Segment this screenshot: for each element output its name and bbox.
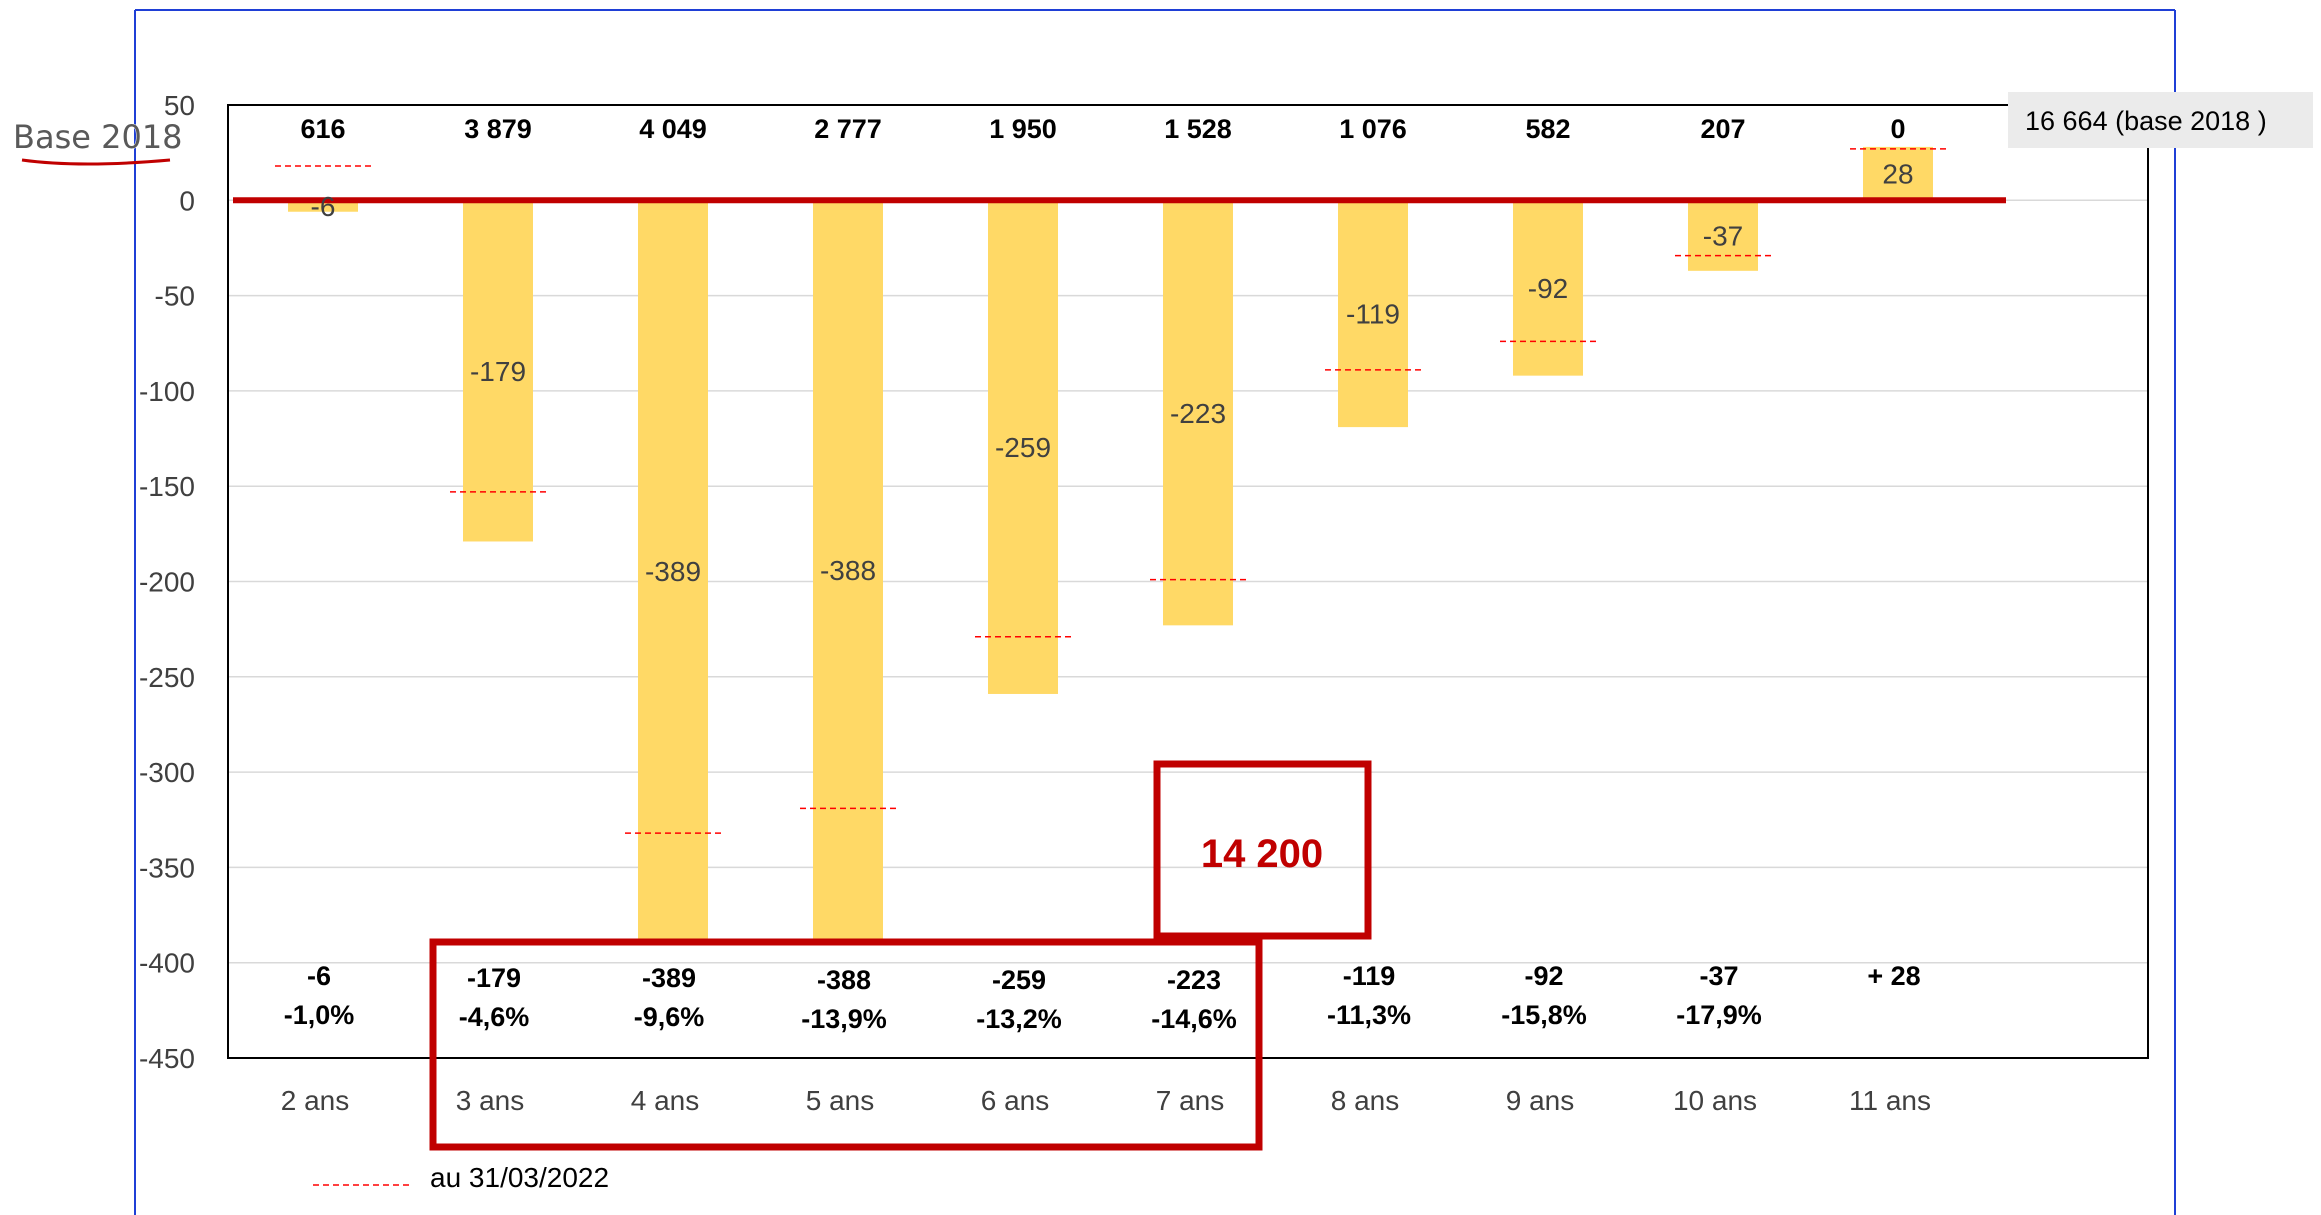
- y-tick-label: -100: [139, 376, 195, 407]
- y-tick-label: 50: [164, 90, 195, 121]
- base-2018-count: 3 879: [464, 114, 532, 144]
- x-tick-label: 7 ans: [1156, 1085, 1225, 1116]
- base-total-note: 16 664 (base 2018 ): [2025, 106, 2267, 136]
- bar: [988, 200, 1058, 694]
- bottom-percent: -14,6%: [1151, 1004, 1237, 1034]
- base-2018-count: 2 777: [814, 114, 882, 144]
- y-tick-label: -350: [139, 852, 195, 883]
- bar-value-labels: -6 -179 -389 -388 -259 -223 -119 -92 -37 28: [311, 159, 1914, 587]
- bar: [1163, 200, 1233, 626]
- bar-value-label: 28: [1882, 159, 1913, 190]
- x-tick-label: 5 ans: [806, 1085, 875, 1116]
- base-total-box: [2008, 92, 2313, 148]
- bottom-percent: -13,9%: [801, 1004, 887, 1034]
- legend-marker-label: au 31/03/2022: [430, 1162, 609, 1193]
- bottom-percent: -15,8%: [1501, 1000, 1587, 1030]
- bottom-percent: -9,6%: [634, 1002, 705, 1032]
- highlight-total: 14 200: [1201, 832, 1323, 876]
- bars: [288, 146, 1933, 942]
- bottom-value: -92: [1524, 961, 1563, 991]
- y-tick-label: -200: [139, 567, 195, 598]
- y-axis-ticks: 50 0 -50 -100 -150 -200 -250 -300 -350 -400 -450: [139, 90, 195, 1074]
- x-tick-label: 3 ans: [456, 1085, 525, 1116]
- bar-value-label: -119: [1346, 299, 1400, 330]
- bar: [463, 200, 533, 542]
- y-tick-label: -300: [139, 757, 195, 788]
- y-tick-label: 0: [179, 185, 195, 216]
- bottom-value: -119: [1343, 961, 1396, 991]
- y-tick-label: -150: [139, 471, 195, 502]
- base-label-underline: [21, 158, 171, 166]
- x-tick-label: 2 ans: [281, 1085, 350, 1116]
- bar: [1863, 146, 1933, 201]
- bottom-percent: -1,0%: [284, 1000, 355, 1030]
- highlight-range-box: [429, 938, 1263, 1151]
- bottom-value: -259: [992, 965, 1046, 995]
- y-tick-label: -450: [139, 1043, 195, 1074]
- bar-value-label: -223: [1170, 398, 1226, 429]
- y-tick-label: -50: [155, 281, 195, 312]
- bottom-value: -388: [817, 965, 871, 995]
- bottom-value: + 28: [1867, 961, 1920, 991]
- bottom-value: -179: [467, 963, 521, 993]
- bottom-value: -6: [307, 961, 331, 991]
- base-2018-count: 616: [300, 114, 345, 144]
- bar: [638, 200, 708, 942]
- base-2018-count: 1 528: [1164, 114, 1232, 144]
- x-axis-ticks: 2 ans 3 ans 4 ans 5 ans 6 ans 7 ans 8 ans 9 ans…: [281, 1085, 1931, 1116]
- bar: [1338, 200, 1408, 428]
- bottom-percent: -13,2%: [976, 1004, 1062, 1034]
- base-2018-count: 1 076: [1339, 114, 1407, 144]
- x-tick-label: 4 ans: [631, 1085, 700, 1116]
- markers: [275, 148, 1946, 834]
- bottom-value-labels: -6 -1,0% -179 -4,6% -389 -9,6% -388 -13,9% -259 -…: [284, 961, 1921, 1034]
- base-2018-count: 582: [1525, 114, 1570, 144]
- bottom-value: -389: [642, 963, 696, 993]
- bottom-percent: -17,9%: [1676, 1000, 1762, 1030]
- y-tick-label: -400: [139, 948, 195, 979]
- highlight-total-box: [1153, 760, 1372, 940]
- bar: [1688, 200, 1758, 271]
- bar-value-label: -259: [995, 432, 1051, 463]
- base-2018-count: 0: [1890, 114, 1905, 144]
- bar-value-label: -179: [470, 356, 526, 387]
- bar-value-label: -37: [1703, 221, 1743, 252]
- bottom-value: -223: [1167, 965, 1221, 995]
- base-2018-counts: 616 3 879 4 049 2 777 1 950 1 528 1 076 582 207 0: [300, 114, 1905, 144]
- plot-area: [227, 104, 2149, 1059]
- bar-value-label: -388: [820, 555, 876, 586]
- x-tick-label: 8 ans: [1331, 1085, 1400, 1116]
- y-tick-label: -250: [139, 662, 195, 693]
- base-2018-count: 4 049: [639, 114, 707, 144]
- x-tick-label: 6 ans: [981, 1085, 1050, 1116]
- bottom-percent: -11,3%: [1327, 1000, 1411, 1030]
- bottom-percent: -4,6%: [459, 1002, 530, 1032]
- bar-value-label: -389: [645, 556, 701, 587]
- x-tick-label: 10 ans: [1673, 1085, 1757, 1116]
- bar-value-label: -92: [1528, 273, 1568, 304]
- base-2018-count: 207: [1700, 114, 1745, 144]
- base-2018-count: 1 950: [989, 114, 1057, 144]
- x-tick-label: 9 ans: [1506, 1085, 1575, 1116]
- base-2018-label: Base 2018: [13, 118, 183, 156]
- bar-value-label: -6: [311, 191, 336, 222]
- bar: [813, 200, 883, 940]
- bottom-value: -37: [1699, 961, 1738, 991]
- bar: [288, 200, 358, 212]
- bar: [1513, 200, 1583, 376]
- x-tick-label: 11 ans: [1849, 1085, 1931, 1116]
